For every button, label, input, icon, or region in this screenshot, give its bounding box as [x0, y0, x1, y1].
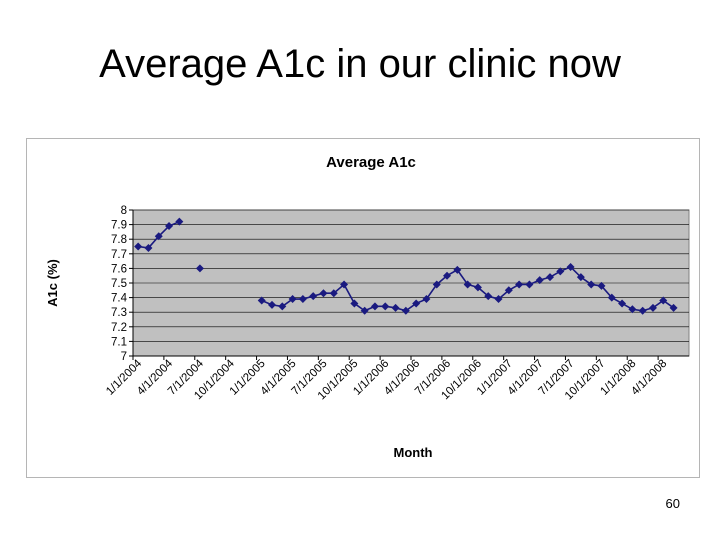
y-tick-label: 7.3	[111, 307, 127, 319]
data-point	[422, 295, 431, 304]
data-point	[607, 293, 616, 302]
y-tick-label: 7.2	[111, 322, 127, 334]
data-point	[443, 271, 452, 280]
data-point	[473, 283, 482, 292]
data-point	[618, 299, 627, 308]
data-point	[381, 302, 390, 311]
data-point	[401, 306, 410, 315]
data-point	[597, 281, 606, 290]
y-tick-label: 7.8	[111, 234, 127, 246]
data-point	[350, 299, 359, 308]
data-point	[268, 300, 276, 309]
y-tick-label: 7	[121, 351, 127, 363]
data-point	[628, 305, 637, 314]
data-point	[463, 280, 472, 289]
data-point	[638, 306, 647, 315]
data-point	[165, 222, 174, 231]
data-point	[319, 289, 328, 298]
data-point	[298, 295, 307, 304]
chart-title: Average A1c	[326, 154, 416, 171]
data-point	[432, 280, 441, 289]
data-point	[566, 262, 575, 271]
data-point	[257, 296, 266, 305]
data-point	[576, 273, 585, 282]
data-point	[525, 280, 534, 289]
data-point	[535, 276, 544, 285]
y-tick-label: 8	[121, 205, 127, 217]
data-point	[556, 267, 565, 276]
data-point	[329, 289, 338, 298]
y-tick-label: 7.9	[111, 220, 127, 232]
page-number: 60	[665, 496, 680, 511]
data-point	[195, 264, 204, 273]
data-point	[370, 302, 379, 311]
data-point	[288, 295, 297, 304]
data-point	[546, 273, 554, 282]
data-point	[144, 243, 153, 252]
data-point	[360, 306, 369, 315]
data-point	[278, 302, 287, 311]
y-tick-label: 7.5	[111, 278, 127, 290]
data-point	[669, 303, 678, 312]
data-point	[175, 217, 184, 226]
x-axis-label: Month	[394, 445, 433, 460]
data-point	[309, 292, 318, 301]
data-point	[391, 303, 400, 312]
chart-container: Average A1c 7 7.1 7.2 7.3 7.4 7.5 7.6 7.7 7.8 7.9 8…	[26, 138, 700, 478]
y-axis-label: A1c (%)	[45, 259, 60, 307]
y-tick-label: 7.4	[111, 293, 128, 305]
slide-title: Average A1c in our clinic now	[99, 42, 621, 86]
y-tick-label: 7.6	[111, 263, 127, 275]
data-point	[648, 303, 657, 312]
y-tick-label: 7.1	[111, 336, 127, 348]
data-point	[587, 280, 596, 289]
a1c-chart: Average A1c 7 7.1 7.2 7.3 7.4 7.5 7.6 7.7 7.8 7.9 8…	[45, 154, 690, 460]
data-point	[659, 296, 668, 305]
data-point	[484, 292, 493, 301]
data-point	[504, 286, 513, 295]
data-point	[515, 280, 524, 289]
data-point	[340, 280, 349, 289]
data-point	[412, 299, 421, 308]
data-point	[134, 242, 143, 251]
data-point	[494, 295, 503, 304]
y-tick-label: 7.7	[111, 249, 127, 261]
data-point	[154, 232, 163, 241]
data-point	[453, 265, 462, 274]
